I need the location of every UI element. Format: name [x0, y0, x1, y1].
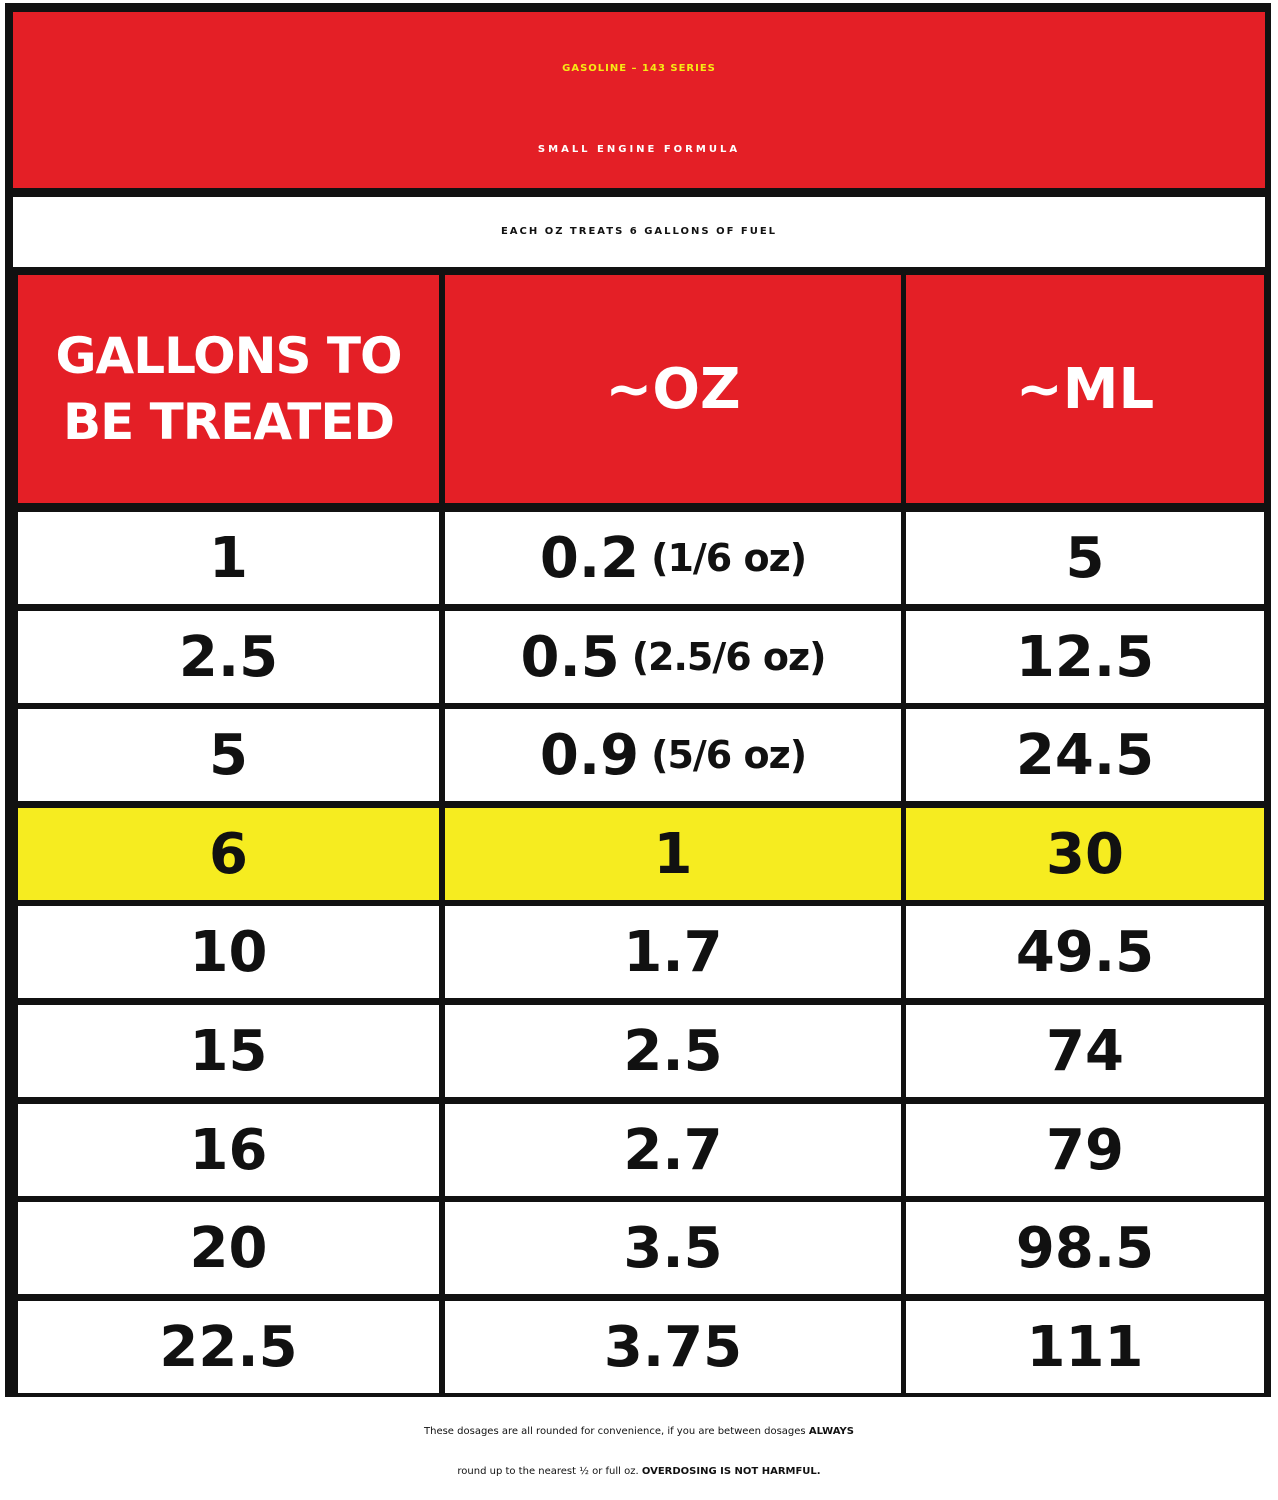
column-header-gallons: GALLONS TO BE TREATED — [18, 275, 439, 503]
cell-gallons: 15 — [18, 1005, 439, 1097]
cell-oz: 0.9 (5/6 oz) — [445, 709, 901, 801]
cell-ml: 30 — [906, 808, 1264, 900]
cell-ml: 98.5 — [906, 1202, 1264, 1294]
cell-oz: 1.7 — [445, 906, 901, 998]
cell-oz-value: 3.75 — [603, 1314, 743, 1380]
cell-gallons: 20 — [18, 1202, 439, 1294]
cell-oz-value: 2.7 — [623, 1117, 723, 1183]
table-row: 20 3.5 98.5 — [18, 1202, 1264, 1294]
column-header-gallons-line2: BE TREATED — [62, 393, 395, 451]
cell-oz-fraction: (5/6 oz) — [651, 733, 807, 777]
cell-gallons: 2.5 — [18, 611, 439, 703]
table-header-row: GALLONS TO BE TREATED ~OZ ~ML — [18, 275, 1264, 503]
column-header-gallons-line1: GALLONS TO — [55, 327, 402, 385]
cell-oz-value: 1.7 — [623, 919, 723, 985]
cell-ml: 79 — [906, 1104, 1264, 1196]
table-row: 6 1 30 — [18, 808, 1264, 900]
cell-oz-value: 0.5 — [520, 624, 620, 690]
footer-line-1-text: These dosages are all rounded for conven… — [424, 1426, 809, 1437]
cell-oz-value: 0.9 — [539, 722, 640, 788]
cell-gallons: 16 — [18, 1104, 439, 1196]
cell-ml: 24.5 — [906, 709, 1264, 801]
table-row: 2.5 0.5 (2.5/6 oz) 12.5 — [18, 611, 1264, 703]
table-row: 22.5 3.75 111 — [18, 1301, 1264, 1393]
cell-oz: 2.7 — [445, 1104, 901, 1196]
cell-oz-fraction: (1/6 oz) — [651, 536, 807, 580]
cell-gallons: 22.5 — [18, 1301, 439, 1393]
cell-oz: 0.2 (1/6 oz) — [445, 512, 901, 604]
cell-ml: 111 — [906, 1301, 1264, 1393]
cell-oz: 3.5 — [445, 1202, 901, 1294]
cell-gallons: 1 — [18, 512, 439, 604]
page-subtitle: SMALL ENGINE FORMULA — [537, 144, 741, 155]
footer-line-1: These dosages are all rounded for conven… — [0, 1412, 1278, 1452]
column-header-oz: ~OZ — [445, 275, 901, 503]
cell-ml: 5 — [906, 512, 1264, 604]
title-banner: GASOLINE – 143 SERIES SMALL ENGINE FORMU… — [13, 12, 1265, 188]
cell-oz: 2.5 — [445, 1005, 901, 1097]
footer-note: These dosages are all rounded for conven… — [0, 1412, 1278, 1492]
footer-line-1-emphasis: ALWAYS — [808, 1426, 854, 1437]
cell-oz-value: 0.2 — [539, 525, 640, 591]
cell-oz: 0.5 (2.5/6 oz) — [445, 611, 901, 703]
cell-oz-value: 1 — [653, 821, 693, 887]
cell-ml: 49.5 — [906, 906, 1264, 998]
footer-line-2-emphasis: OVERDOSING IS NOT HARMFUL. — [641, 1466, 821, 1477]
page-title: GASOLINE – 143 SERIES — [562, 63, 716, 74]
cell-oz: 3.75 — [445, 1301, 901, 1393]
table-row: 10 1.7 49.5 — [18, 906, 1264, 998]
cell-gallons: 6 — [18, 808, 439, 900]
table-row: 15 2.5 74 — [18, 1005, 1264, 1097]
table-row: 16 2.7 79 — [18, 1104, 1264, 1196]
cell-oz-value: 2.5 — [623, 1018, 723, 1084]
cell-oz-value: 3.5 — [623, 1215, 723, 1281]
cell-oz-fraction: (2.5/6 oz) — [631, 635, 827, 679]
footer-line-2-text: round up to the nearest ½ or full oz. — [457, 1466, 642, 1477]
cell-ml: 12.5 — [906, 611, 1264, 703]
column-header-ml: ~ML — [906, 275, 1264, 503]
treatment-ratio: EACH OZ TREATS 6 GALLONS OF FUEL — [13, 197, 1265, 267]
cell-ml: 74 — [906, 1005, 1264, 1097]
cell-gallons: 5 — [18, 709, 439, 801]
cell-oz: 1 — [445, 808, 901, 900]
cell-gallons: 10 — [18, 906, 439, 998]
footer-line-2: round up to the nearest ½ or full oz. OV… — [0, 1452, 1278, 1492]
table-row: 5 0.9 (5/6 oz) 24.5 — [18, 709, 1264, 801]
table-row: 1 0.2 (1/6 oz) 5 — [18, 512, 1264, 604]
